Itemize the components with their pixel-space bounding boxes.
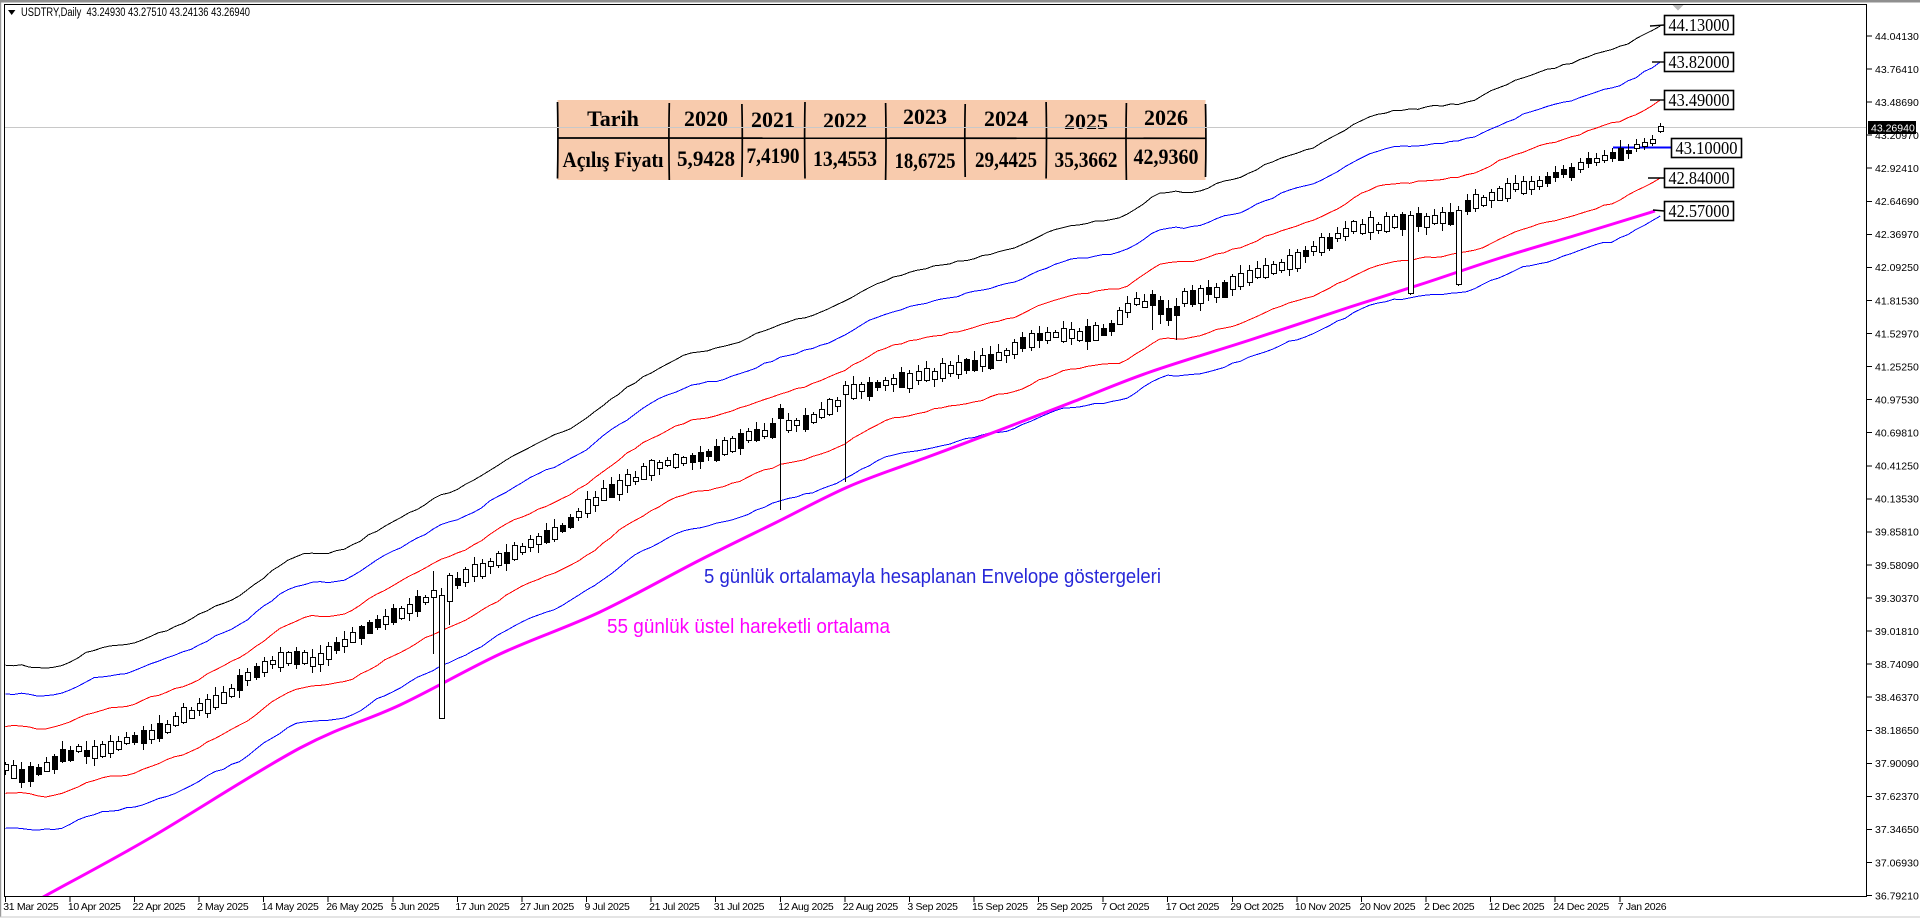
svg-text:41.81530: 41.81530 (1875, 295, 1919, 307)
svg-text:7 Oct 2025: 7 Oct 2025 (1101, 901, 1149, 913)
svg-text:37.34650: 37.34650 (1875, 824, 1919, 836)
svg-text:5 Jun 2025: 5 Jun 2025 (391, 901, 440, 913)
svg-text:42,9360: 42,9360 (1134, 144, 1199, 169)
svg-text:2024: 2024 (984, 106, 1028, 131)
svg-text:17 Jun 2025: 17 Jun 2025 (455, 901, 509, 913)
svg-text:25 Sep 2025: 25 Sep 2025 (1037, 901, 1093, 913)
svg-text:2022: 2022 (823, 108, 867, 133)
svg-text:37.62370: 37.62370 (1875, 791, 1919, 803)
svg-text:2026: 2026 (1144, 105, 1188, 130)
svg-text:44.04130: 44.04130 (1875, 31, 1919, 43)
svg-text:40.41250: 40.41250 (1875, 461, 1919, 473)
svg-text:40.13530: 40.13530 (1875, 494, 1919, 506)
svg-text:41.25250: 41.25250 (1875, 361, 1919, 373)
svg-text:43.10000: 43.10000 (1676, 138, 1738, 158)
svg-text:36.79210: 36.79210 (1875, 890, 1919, 902)
svg-text:12 Aug 2025: 12 Aug 2025 (778, 901, 834, 913)
svg-text:18,6725: 18,6725 (895, 148, 956, 173)
svg-text:Açılış Fiyatı: Açılış Fiyatı (563, 147, 664, 172)
svg-text:21 Jul 2025: 21 Jul 2025 (649, 901, 700, 913)
svg-text:26 May 2025: 26 May 2025 (326, 901, 383, 913)
svg-text:9 Jul 2025: 9 Jul 2025 (585, 901, 630, 913)
svg-text:2020: 2020 (684, 106, 728, 131)
svg-text:15 Sep 2025: 15 Sep 2025 (972, 901, 1028, 913)
svg-text:37.06930: 37.06930 (1875, 857, 1919, 869)
svg-text:2 Dec 2025: 2 Dec 2025 (1424, 901, 1475, 913)
svg-text:12 Dec 2025: 12 Dec 2025 (1489, 901, 1545, 913)
svg-text:2 May 2025: 2 May 2025 (197, 901, 249, 913)
svg-text:31 Jul 2025: 31 Jul 2025 (714, 901, 765, 913)
svg-text:44.13000: 44.13000 (1669, 15, 1730, 35)
svg-text:3 Sep 2025: 3 Sep 2025 (907, 901, 958, 913)
svg-text:13,4553: 13,4553 (813, 146, 877, 171)
svg-text:43.49000: 43.49000 (1669, 90, 1730, 110)
svg-text:43.76410: 43.76410 (1875, 64, 1919, 76)
svg-text:39.58090: 39.58090 (1875, 560, 1919, 572)
svg-text:40.97530: 40.97530 (1875, 395, 1919, 407)
svg-text:USDTRY,Daily 43.24930 43.2751: USDTRY,Daily 43.24930 43.27510 43.24136 … (21, 7, 250, 19)
svg-text:7,4190: 7,4190 (747, 143, 800, 168)
svg-text:40.69810: 40.69810 (1875, 428, 1919, 440)
svg-text:29,4425: 29,4425 (975, 147, 1037, 172)
svg-text:Tarih: Tarih (587, 106, 639, 131)
svg-text:7 Jan 2026: 7 Jan 2026 (1618, 901, 1667, 913)
svg-text:2025: 2025 (1064, 109, 1108, 134)
svg-text:22 Aug 2025: 22 Aug 2025 (843, 901, 899, 913)
svg-text:38.74090: 38.74090 (1875, 659, 1919, 671)
svg-text:31 Mar 2025: 31 Mar 2025 (3, 901, 59, 913)
svg-text:55 günlük üstel hareketli orta: 55 günlük üstel hareketli ortalama (607, 616, 891, 638)
svg-text:17 Oct 2025: 17 Oct 2025 (1166, 901, 1220, 913)
svg-text:39.85810: 39.85810 (1875, 527, 1919, 539)
svg-text:42.64690: 42.64690 (1875, 196, 1919, 208)
svg-text:37.90090: 37.90090 (1875, 758, 1919, 770)
svg-text:20 Nov 2025: 20 Nov 2025 (1360, 901, 1416, 913)
svg-text:38.18650: 38.18650 (1875, 725, 1919, 737)
svg-text:35,3662: 35,3662 (1055, 147, 1118, 172)
svg-text:29 Oct 2025: 29 Oct 2025 (1230, 901, 1284, 913)
svg-text:43.82000: 43.82000 (1669, 52, 1730, 72)
svg-text:41.52970: 41.52970 (1875, 328, 1919, 340)
svg-text:42.57000: 42.57000 (1669, 201, 1730, 221)
svg-text:43.48690: 43.48690 (1875, 97, 1919, 109)
svg-text:10 Apr 2025: 10 Apr 2025 (68, 901, 121, 913)
svg-text:42.92410: 42.92410 (1875, 163, 1919, 175)
svg-text:43.26940: 43.26940 (1871, 122, 1915, 134)
svg-text:39.01810: 39.01810 (1875, 626, 1919, 638)
svg-text:5 günlük ortalamayla hesaplana: 5 günlük ortalamayla hesaplanan Envelope… (704, 566, 1161, 588)
svg-text:2023: 2023 (903, 104, 947, 129)
svg-text:42.84000: 42.84000 (1669, 168, 1730, 188)
svg-text:22 Apr 2025: 22 Apr 2025 (133, 901, 186, 913)
svg-text:39.30370: 39.30370 (1875, 593, 1919, 605)
svg-text:5,9428: 5,9428 (677, 146, 735, 171)
svg-text:10 Nov 2025: 10 Nov 2025 (1295, 901, 1351, 913)
svg-text:27 Jun 2025: 27 Jun 2025 (520, 901, 574, 913)
svg-text:14 May 2025: 14 May 2025 (262, 901, 319, 913)
svg-text:38.46370: 38.46370 (1875, 692, 1919, 704)
svg-text:24 Dec 2025: 24 Dec 2025 (1553, 901, 1609, 913)
svg-text:42.09250: 42.09250 (1875, 262, 1919, 274)
svg-text:42.36970: 42.36970 (1875, 229, 1919, 241)
svg-text:2021: 2021 (751, 107, 795, 132)
